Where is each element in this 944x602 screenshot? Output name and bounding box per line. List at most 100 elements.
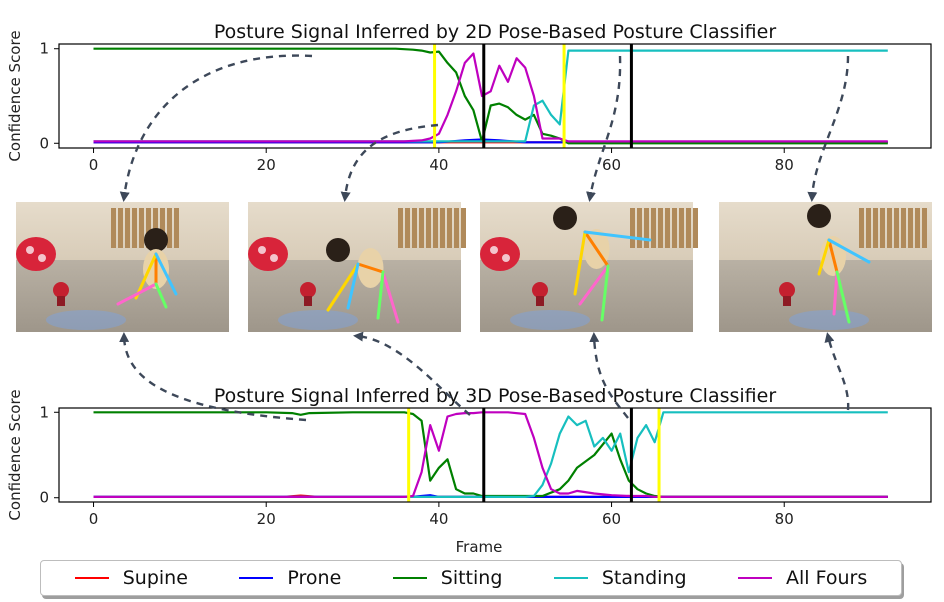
child-head: [144, 228, 168, 252]
frame-4: [719, 202, 932, 332]
y-tick-label: 1: [39, 40, 49, 58]
posture-figure: Posture Signal Inferred by 2D Pose-Based…: [6, 21, 932, 556]
legend-swatch: [74, 577, 109, 579]
skeleton-limb: [356, 262, 385, 274]
radiator-fin: [679, 208, 684, 248]
legend-item-sitting: Sitting: [392, 567, 503, 589]
connector-arrows: [119, 54, 850, 422]
dashed-arrow: [340, 123, 439, 202]
child-head: [326, 238, 350, 262]
x-tick-label: 0: [89, 156, 99, 174]
plot-frame: [58, 407, 932, 503]
series-line-sitting: [93, 47, 888, 145]
red-toy: [480, 237, 520, 271]
legend-label: All Fours: [786, 567, 868, 589]
robot-toy: [532, 282, 548, 298]
legend-label: Supine: [122, 567, 188, 589]
radiator-fin: [412, 208, 417, 248]
radiator-fin: [461, 208, 466, 248]
toy-dot: [502, 254, 510, 262]
series-line-all-fours: [93, 52, 888, 143]
y-tick-label: 0: [39, 134, 49, 152]
skeleton-limb: [381, 270, 400, 324]
radiator-fin: [637, 208, 642, 248]
x-tick-label: 60: [602, 156, 621, 174]
radiator-fin: [894, 208, 899, 248]
radiator-fin: [859, 208, 864, 248]
series-line-sitting: [93, 411, 888, 498]
radiator-fin: [426, 208, 431, 248]
legend-label: Sitting: [440, 567, 503, 589]
skeleton-limb: [154, 252, 178, 296]
chart-3d-classifier: Posture Signal Inferred by 3D Pose-Based…: [6, 385, 932, 556]
x-tick-label: 80: [775, 510, 794, 528]
legend-item-supine: Supine: [74, 567, 188, 589]
radiator-fin: [146, 208, 151, 248]
floor-light: [510, 310, 590, 330]
y-tick-label: 1: [39, 403, 49, 421]
radiator-fin: [440, 208, 445, 248]
radiator-fin: [454, 208, 459, 248]
robot-toy-body: [536, 296, 544, 306]
floor-light: [789, 310, 869, 330]
skeleton-limb: [835, 270, 851, 324]
radiator-fin: [160, 208, 165, 248]
radiator-fin: [901, 208, 906, 248]
skeleton-limb: [827, 238, 839, 274]
radiator-fin: [405, 208, 410, 248]
skeleton-limb: [600, 264, 610, 322]
child-head: [807, 204, 831, 228]
radiator-fin: [665, 208, 670, 248]
dashed-arrow: [807, 55, 850, 202]
legend-swatch: [553, 577, 588, 579]
skeleton-limb: [376, 270, 385, 320]
skeleton-limb: [817, 238, 831, 276]
radiator-fin: [866, 208, 871, 248]
robot-toy: [779, 282, 795, 298]
series-line-all-fours: [93, 411, 888, 498]
floor-light: [46, 310, 126, 330]
legend-item-prone: Prone: [239, 567, 341, 589]
skeleton-limb: [583, 230, 610, 268]
radiator-fin: [447, 208, 452, 248]
y-axis-label: Confidence Score: [6, 30, 24, 161]
radiator-fin: [398, 208, 403, 248]
dashed-arrow: [824, 332, 850, 411]
dashed-arrow: [119, 332, 307, 422]
legend-item-all-fours: All Fours: [738, 567, 867, 589]
radiator-fin: [174, 208, 179, 248]
radiator-fin: [693, 208, 698, 248]
radiator-fin: [908, 208, 913, 248]
plot-frame: [58, 43, 932, 149]
skeleton-limb: [346, 262, 360, 310]
radiator-fin: [915, 208, 920, 248]
x-tick-label: 20: [257, 156, 276, 174]
skeleton-limb: [832, 270, 839, 316]
floor-light: [278, 310, 358, 330]
toy-dot: [38, 254, 46, 262]
radiator-fin: [644, 208, 649, 248]
radiator-fin: [167, 208, 172, 248]
radiator-fin: [419, 208, 424, 248]
skeleton-limb: [134, 252, 158, 300]
radiator-fin: [153, 208, 158, 248]
skeleton-limb: [326, 262, 360, 312]
robot-toy: [300, 282, 316, 298]
radiator-fin: [125, 208, 130, 248]
radiator-fin: [922, 208, 927, 248]
skeleton-limb: [154, 282, 168, 309]
legend-swatch: [392, 577, 427, 579]
radiator-fin: [880, 208, 885, 248]
legend-label: Prone: [287, 567, 342, 589]
robot-toy-body: [783, 296, 791, 306]
floor: [16, 260, 229, 332]
radiator-fin: [873, 208, 878, 248]
y-tick-label: 0: [39, 489, 49, 507]
radiator-fin: [887, 208, 892, 248]
dashed-arrow: [586, 55, 622, 202]
legend-label: Standing: [601, 567, 687, 589]
radiator-fin: [139, 208, 144, 248]
series-line-standing: [93, 49, 888, 143]
x-tick-label: 0: [89, 510, 99, 528]
chart-2d-classifier: Posture Signal Inferred by 2D Pose-Based…: [6, 21, 932, 174]
